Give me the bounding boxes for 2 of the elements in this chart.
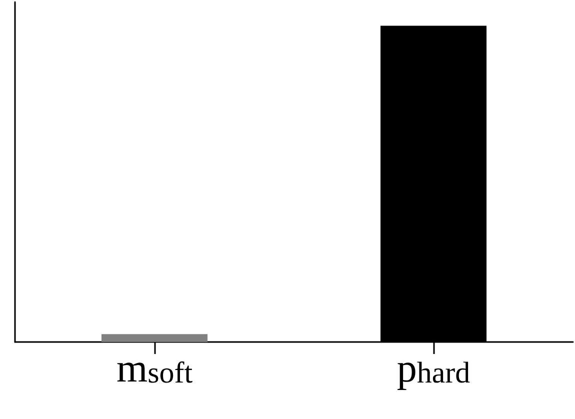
x-tick-label: phard <box>396 346 470 390</box>
x-tick-label: msoft <box>116 346 194 390</box>
